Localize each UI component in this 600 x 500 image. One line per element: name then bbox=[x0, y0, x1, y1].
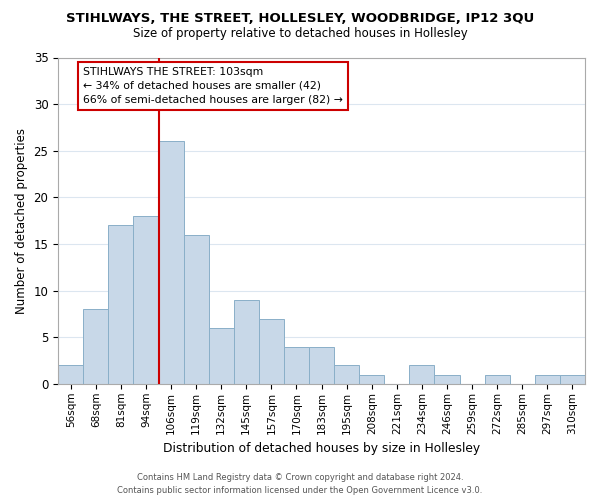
Bar bbox=[535, 374, 560, 384]
Bar bbox=[284, 346, 309, 384]
Bar bbox=[409, 366, 434, 384]
Text: STIHLWAYS THE STREET: 103sqm
← 34% of detached houses are smaller (42)
66% of se: STIHLWAYS THE STREET: 103sqm ← 34% of de… bbox=[83, 67, 343, 105]
X-axis label: Distribution of detached houses by size in Hollesley: Distribution of detached houses by size … bbox=[163, 442, 480, 455]
Bar bbox=[158, 142, 184, 384]
Bar bbox=[259, 318, 284, 384]
Text: Size of property relative to detached houses in Hollesley: Size of property relative to detached ho… bbox=[133, 28, 467, 40]
Y-axis label: Number of detached properties: Number of detached properties bbox=[15, 128, 28, 314]
Text: Contains HM Land Registry data © Crown copyright and database right 2024.
Contai: Contains HM Land Registry data © Crown c… bbox=[118, 474, 482, 495]
Bar bbox=[58, 366, 83, 384]
Bar bbox=[83, 310, 109, 384]
Text: STIHLWAYS, THE STREET, HOLLESLEY, WOODBRIDGE, IP12 3QU: STIHLWAYS, THE STREET, HOLLESLEY, WOODBR… bbox=[66, 12, 534, 26]
Bar bbox=[109, 226, 133, 384]
Bar bbox=[209, 328, 234, 384]
Bar bbox=[184, 234, 209, 384]
Bar bbox=[334, 366, 359, 384]
Bar bbox=[485, 374, 510, 384]
Bar bbox=[359, 374, 384, 384]
Bar bbox=[560, 374, 585, 384]
Bar bbox=[309, 346, 334, 384]
Bar bbox=[133, 216, 158, 384]
Bar bbox=[234, 300, 259, 384]
Bar bbox=[434, 374, 460, 384]
